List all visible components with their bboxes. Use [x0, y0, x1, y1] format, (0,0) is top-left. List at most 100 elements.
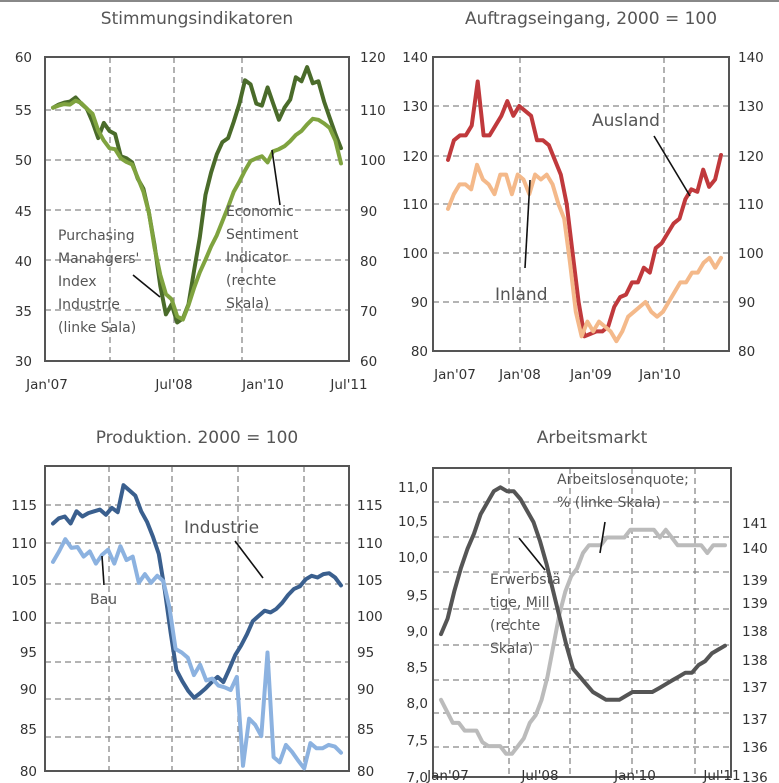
y-tick-label-right: 140	[738, 50, 764, 66]
chart-panel-2: Auftragseingang, 2000 = 100 80 90 100 110 120…	[402, 9, 764, 383]
x-tick-label: Jan'07	[25, 377, 68, 393]
series-line-2	[51, 98, 343, 322]
y-tick-label-left: 115	[11, 498, 37, 514]
y-tick-label-left: 7,5	[407, 733, 428, 749]
y-tick-label-left: 10,5	[398, 514, 428, 530]
leader-line	[518, 537, 546, 571]
chart-title: Auftragseingang, 2000 = 100	[465, 9, 717, 29]
y-tick-label-right: 120	[360, 50, 386, 66]
x-tick-label: Jul'08	[154, 377, 192, 393]
y-tick-label-left: 100	[402, 246, 428, 262]
y-tick-label-left: 110	[402, 197, 428, 213]
y-tick-label-right: 138	[742, 653, 768, 669]
x-tick-label: Jan'08	[498, 367, 541, 383]
annotations: Purchasing Manahgers' Index Industrie (linke…	[58, 111, 691, 657]
y-tick-label-right: 139	[742, 596, 768, 612]
y-tick-label-left: 45	[15, 204, 32, 220]
chart-panel-1: Stimmungsindikatoren 30 35 40 45 50 55 60 60 70 80…	[15, 9, 386, 393]
leader-line	[101, 555, 105, 586]
y-tick-label-right: 80	[360, 254, 377, 270]
series-line-2	[51, 537, 343, 771]
y-tick-label-right: 137	[742, 712, 768, 728]
y-tick-label-right: 70	[360, 304, 377, 320]
leader-line	[599, 521, 606, 554]
y-tick-label-right: 120	[738, 149, 764, 165]
y-tick-label-left: 80	[411, 344, 428, 360]
annotation-bau: Bau	[90, 592, 117, 608]
annotation-inland: Inland	[495, 285, 548, 305]
y-tick-label-left: 30	[15, 354, 32, 370]
plot-frame	[44, 465, 350, 772]
y-tick-label-left: 9,0	[407, 624, 428, 640]
annotation-arbeitslosenquote: Arbeitslosenquote;% (linke Skala)	[557, 472, 689, 511]
y-tick-label-left: 85	[20, 722, 37, 738]
y-tick-label-left: 90	[411, 295, 428, 311]
y-tick-label-right: 140	[742, 541, 768, 557]
y-tick-label-right: 137	[742, 680, 768, 696]
plot-frame	[432, 467, 732, 778]
y-tick-label-left: 11,0	[398, 480, 428, 496]
y-tick-label-right: 100	[360, 153, 386, 169]
y-tick-label-left: 95	[20, 645, 37, 661]
leader-line	[524, 179, 531, 269]
y-tick-label-right: 80	[357, 764, 374, 780]
y-tick-label-right: 115	[357, 498, 383, 514]
annotation-pmi: Purchasing Manahgers' Index Industrie (linke…	[58, 228, 139, 336]
leader-line	[132, 274, 161, 298]
chart-panel-3: Produktion. 2000 = 100 80 85 90 95 100 105 110 1…	[11, 428, 383, 780]
y-tick-label-left: 120	[402, 149, 428, 165]
x-tick-label: Jul'11	[702, 768, 740, 783]
leader-line	[234, 540, 264, 579]
y-tick-label-left: 130	[402, 99, 428, 115]
y-tick-label-left: 80	[20, 764, 37, 780]
y-tick-label-left: 100	[11, 609, 37, 625]
y-tick-label-right: 85	[357, 722, 374, 738]
annotation-erwerbstaetige: Erwerbstä tige, Mill (rechte Skala)	[490, 572, 561, 657]
y-tick-label-right: 100	[738, 246, 764, 262]
y-tick-label-right: 110	[738, 197, 764, 213]
y-tick-label-right: 138	[742, 624, 768, 640]
series-line-2	[446, 162, 723, 344]
y-tick-label-right: 141	[742, 516, 768, 532]
series-line-2	[439, 485, 727, 702]
y-tick-label-left: 110	[11, 536, 37, 552]
y-tick-label-left: 10,0	[398, 550, 428, 566]
y-tick-label-right: 60	[360, 354, 377, 370]
x-tick-label: Jul'08	[520, 768, 558, 783]
y-tick-label-right: 100	[357, 609, 383, 625]
y-tick-label-right: 139	[742, 573, 768, 589]
x-tick-label: Jan'07	[433, 367, 476, 383]
x-tick-label: Jan'07	[426, 768, 469, 783]
x-tick-label: Jan'10	[241, 377, 284, 393]
plot-frame	[44, 56, 350, 362]
y-tick-label-right: 105	[357, 573, 383, 589]
leader-line	[271, 149, 281, 206]
y-tick-label-right: 130	[738, 99, 764, 115]
y-tick-label-left: 7,0	[407, 770, 428, 783]
annotation-industrie: Industrie	[184, 518, 259, 538]
plot-frame	[432, 56, 730, 352]
series-line-1	[51, 483, 343, 700]
y-tick-label-right: 80	[738, 344, 755, 360]
y-tick-label-left: 40	[15, 254, 32, 270]
y-tick-label-right: 95	[357, 645, 374, 661]
annotation-ausland: Ausland	[592, 111, 660, 131]
chart-title: Produktion. 2000 = 100	[96, 428, 299, 448]
series-line-1	[446, 79, 723, 339]
x-tick-label: Jan'10	[613, 768, 656, 783]
y-tick-label-left: 105	[11, 573, 37, 589]
x-tick-label: Jan'10	[638, 367, 681, 383]
chart-title: Arbeitsmarkt	[537, 428, 648, 448]
y-tick-label-right: 110	[360, 103, 386, 119]
chart-title: Stimmungsindikatoren	[101, 9, 293, 29]
y-tick-label-left: 60	[15, 50, 32, 66]
series-line-1	[439, 527, 727, 756]
leader-line	[653, 135, 691, 197]
y-tick-label-left: 8,5	[407, 660, 428, 676]
y-tick-label-left: 90	[20, 682, 37, 698]
y-tick-label-right: 90	[357, 682, 374, 698]
x-tick-label: Jul'11	[329, 377, 367, 393]
y-tick-label-right: 90	[360, 204, 377, 220]
y-tick-label-left: 50	[15, 153, 32, 169]
